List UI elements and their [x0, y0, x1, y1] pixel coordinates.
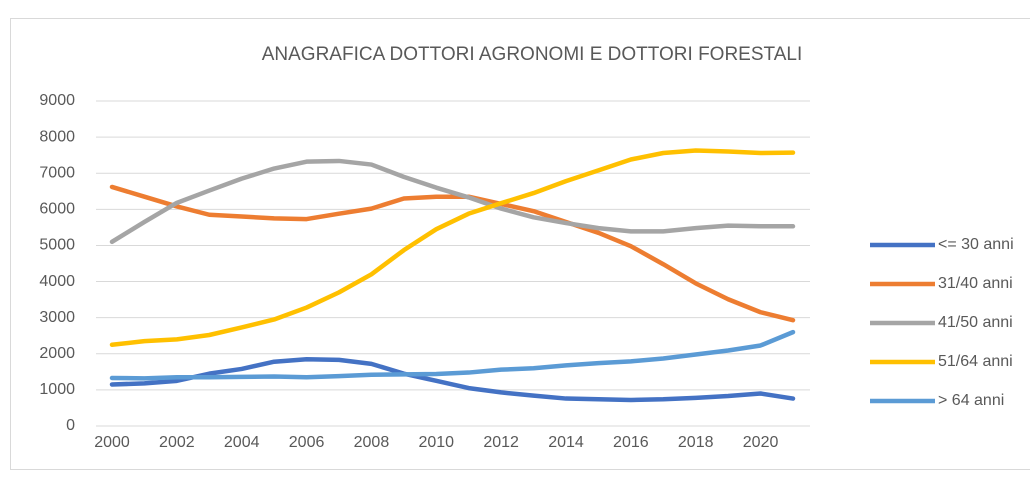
- x-tick-label: 2008: [354, 434, 390, 451]
- y-tick-label: 8000: [39, 128, 75, 145]
- y-tick-label: 5000: [39, 237, 75, 254]
- legend-label: 31/40 anni: [938, 275, 1013, 292]
- x-tick-label: 2016: [613, 434, 649, 451]
- x-tick-label: 2006: [289, 434, 325, 451]
- x-tick-label: 2018: [678, 434, 714, 451]
- series-line: [109, 184, 796, 323]
- y-tick-label: 7000: [39, 164, 75, 181]
- x-tick-label: 2000: [94, 434, 130, 451]
- chart-title: ANAGRAFICA DOTTORI AGRONOMI E DOTTORI FO…: [262, 44, 803, 65]
- y-tick-label: 2000: [39, 345, 75, 362]
- y-tick-label: 9000: [39, 92, 75, 109]
- series-line: [109, 158, 796, 245]
- y-tick-label: 3000: [39, 309, 75, 326]
- legend-label: 51/64 anni: [938, 353, 1013, 370]
- y-tick-label: 1000: [39, 381, 75, 398]
- x-tick-label: 2002: [159, 434, 195, 451]
- series-line: [109, 329, 796, 381]
- legend-label: > 64 anni: [938, 392, 1004, 409]
- y-tick-label: 4000: [39, 273, 75, 290]
- y-tick-label: 6000: [39, 201, 75, 218]
- y-tick-label: 0: [66, 417, 75, 434]
- x-tick-label: 2010: [418, 434, 454, 451]
- x-tick-label: 2004: [224, 434, 260, 451]
- legend-label: 41/50 anni: [938, 314, 1013, 331]
- series-line: [109, 148, 796, 347]
- legend-label: <= 30 anni: [938, 236, 1014, 253]
- x-tick-label: 2020: [743, 434, 779, 451]
- x-tick-label: 2014: [548, 434, 584, 451]
- x-tick-label: 2012: [483, 434, 519, 451]
- series-line: [109, 356, 796, 403]
